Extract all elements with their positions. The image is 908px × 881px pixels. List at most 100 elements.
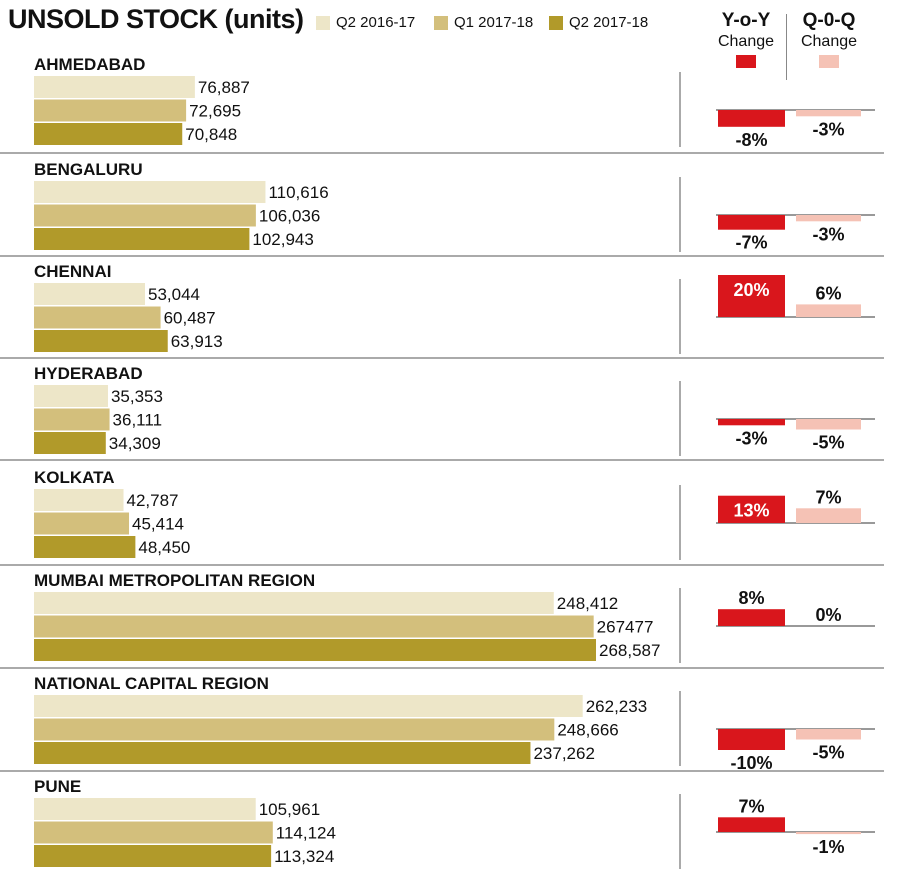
city-label-bengaluru: BENGALURU	[34, 160, 143, 179]
bar-chennai-s2	[34, 330, 168, 352]
qoq-bar-national-capital-region	[796, 729, 861, 740]
legend-label: Q1 2017-18	[454, 14, 534, 31]
qoq-bar-kolkata	[796, 508, 861, 523]
value-label-pune-s0: 105,961	[259, 800, 320, 819]
value-label-mumbai-metropolitan-region-s0: 248,412	[557, 594, 618, 613]
bar-pune-s1	[34, 821, 273, 844]
yoy-label-chennai: 20%	[733, 280, 769, 300]
value-label-chennai-s1: 60,487	[164, 309, 216, 328]
bar-kolkata-s0	[34, 489, 124, 511]
city-label-ahmedabad: AHMEDABAD	[34, 55, 145, 74]
value-label-ahmedabad-s2: 70,848	[185, 125, 237, 144]
yoy-bar-bengaluru	[718, 215, 785, 230]
bar-kolkata-s1	[34, 512, 130, 535]
value-label-hyderabad-s1: 36,111	[113, 411, 162, 430]
value-label-chennai-s0: 53,044	[148, 285, 200, 304]
yoy-header-title: Y-o-Y	[721, 10, 771, 31]
qoq-header-subtitle: Change	[800, 33, 858, 50]
legend-item-q1-2017-18: Q1 2017-18	[434, 14, 533, 31]
bar-national-capital-region-s2	[34, 742, 531, 764]
value-label-hyderabad-s0: 35,353	[111, 387, 163, 406]
qoq-bar-pune	[796, 832, 861, 835]
qoq-label-hyderabad: -5%	[812, 433, 844, 453]
legend-label: Q2 2016-17	[336, 14, 416, 31]
yoy-label-bengaluru: -7%	[735, 233, 767, 253]
value-label-ahmedabad-s1: 72,695	[189, 102, 241, 121]
value-label-kolkata-s2: 48,450	[138, 538, 190, 557]
qoq-bar-chennai	[796, 304, 861, 317]
qoq-label-pune: -1%	[812, 837, 844, 857]
yoy-column-header: Y-o-Y Change	[706, 10, 786, 68]
yoy-label-national-capital-region: -10%	[730, 753, 772, 773]
value-label-national-capital-region-s2: 237,262	[533, 744, 594, 763]
bar-chennai-s1	[34, 306, 161, 329]
value-label-chennai-s2: 63,913	[171, 332, 223, 351]
yoy-bar-ahmedabad	[718, 110, 785, 127]
city-label-pune: PUNE	[34, 777, 81, 796]
qoq-label-kolkata: 7%	[815, 487, 841, 507]
qoq-label-national-capital-region: -5%	[812, 743, 844, 763]
city-label-kolkata: KOLKATA	[34, 468, 115, 487]
qoq-bar-ahmedabad	[796, 110, 861, 117]
yoy-bar-national-capital-region	[718, 729, 785, 750]
city-label-chennai: CHENNAI	[34, 262, 111, 281]
value-label-national-capital-region-s0: 262,233	[586, 697, 647, 716]
bar-chennai-s0	[34, 283, 145, 305]
qoq-bar-bengaluru	[796, 215, 861, 222]
bar-kolkata-s2	[34, 536, 136, 558]
bar-hyderabad-s2	[34, 432, 106, 454]
yoy-bar-chennai	[718, 275, 785, 317]
bar-pune-s2	[34, 845, 272, 867]
city-label-mumbai-metropolitan-region: MUMBAI METROPOLITAN REGION	[34, 571, 315, 590]
legend-swatch	[434, 15, 448, 30]
bar-bengaluru-s2	[34, 228, 250, 250]
value-label-kolkata-s0: 42,787	[127, 491, 179, 510]
bar-ahmedabad-s0	[34, 76, 195, 98]
city-label-national-capital-region: NATIONAL CAPITAL REGION	[34, 674, 269, 693]
bar-hyderabad-s0	[34, 385, 108, 407]
value-label-national-capital-region-s1: 248,666	[557, 721, 618, 740]
value-label-bengaluru-s0: 110,616	[268, 183, 328, 202]
value-label-ahmedabad-s0: 76,887	[198, 78, 250, 97]
qoq-label-mumbai-metropolitan-region: 0%	[815, 605, 841, 625]
value-label-pune-s2: 113,324	[274, 847, 334, 866]
yoy-bar-mumbai-metropolitan-region	[718, 609, 785, 626]
bar-mumbai-metropolitan-region-s1	[34, 615, 594, 638]
qoq-label-chennai: 6%	[815, 283, 841, 303]
bar-ahmedabad-s1	[34, 99, 187, 122]
qoq-header-title: Q-0-Q	[802, 10, 856, 31]
value-label-mumbai-metropolitan-region-s2: 268,587	[599, 641, 660, 660]
value-label-bengaluru-s1: 106,036	[259, 207, 320, 226]
bar-national-capital-region-s0	[34, 695, 583, 717]
bar-national-capital-region-s1	[34, 718, 555, 741]
yoy-label-pune: 7%	[738, 796, 764, 816]
yoy-label-ahmedabad: -8%	[735, 130, 767, 150]
value-label-pune-s1: 114,124	[276, 824, 336, 843]
legend-label: Q2 2017-18	[569, 14, 649, 31]
legend-swatch	[549, 15, 563, 30]
bar-pune-s0	[34, 798, 256, 820]
header-divider	[786, 14, 787, 80]
qoq-label-bengaluru: -3%	[812, 224, 844, 244]
yoy-label-hyderabad: -3%	[735, 428, 767, 448]
legend-item-q2-2016-17: Q2 2016-17	[316, 14, 415, 31]
value-label-bengaluru-s2: 102,943	[252, 230, 313, 249]
bar-ahmedabad-s2	[34, 123, 183, 145]
bar-mumbai-metropolitan-region-s2	[34, 639, 596, 661]
yoy-bar-hyderabad	[718, 419, 785, 426]
chart-title: UNSOLD STOCK (units)	[8, 4, 304, 34]
yoy-label-mumbai-metropolitan-region: 8%	[738, 588, 764, 608]
yoy-header-subtitle: Change	[717, 33, 775, 50]
qoq-bar-hyderabad	[796, 419, 861, 430]
city-label-hyderabad: HYDERABAD	[34, 364, 143, 383]
yoy-label-kolkata: 13%	[733, 501, 769, 521]
bar-hyderabad-s1	[34, 408, 110, 431]
yoy-swatch	[736, 55, 756, 68]
bar-bengaluru-s1	[34, 204, 256, 227]
value-label-mumbai-metropolitan-region-s1: 267477	[597, 618, 654, 637]
qoq-column-header: Q-0-Q Change	[789, 10, 869, 68]
value-label-kolkata-s1: 45,414	[132, 515, 184, 534]
legend-swatch	[316, 15, 330, 30]
qoq-swatch	[819, 55, 839, 68]
